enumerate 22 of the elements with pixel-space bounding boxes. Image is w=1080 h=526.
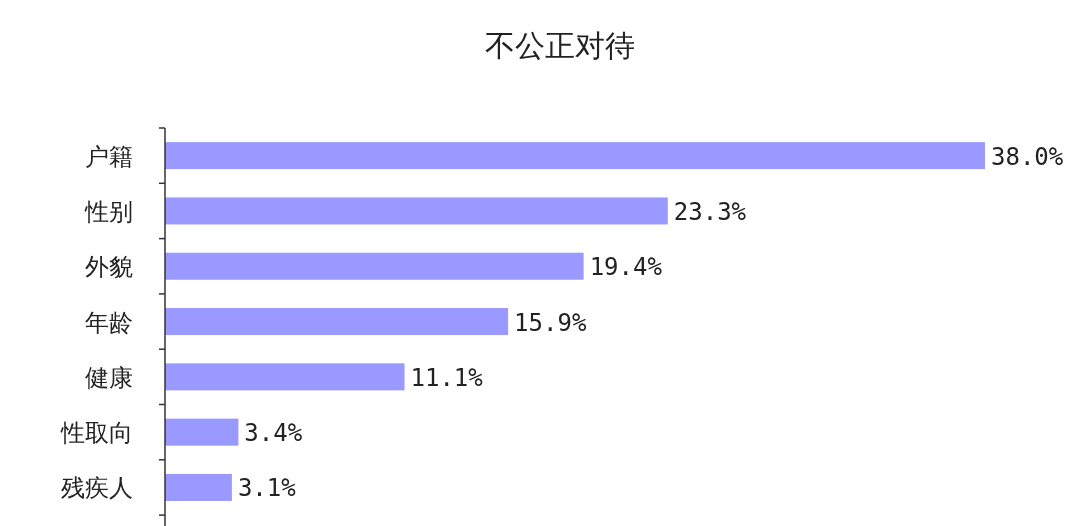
bar — [165, 308, 509, 336]
y-tick-label: 年龄 — [85, 308, 133, 337]
data-label: 11.1% — [410, 363, 484, 392]
data-label: 23.3% — [673, 197, 747, 226]
bar — [165, 473, 232, 501]
data-label: 3.4% — [244, 419, 303, 448]
data-label: 15.9% — [514, 308, 587, 337]
bar — [165, 252, 584, 280]
bar — [165, 418, 239, 446]
y-tick-label: 外貌 — [85, 253, 133, 282]
y-tick-label: 性别 — [84, 197, 133, 226]
data-label: 3.1% — [237, 474, 297, 503]
data-label: 38.0% — [991, 142, 1064, 171]
y-tick-label: 户籍 — [85, 142, 133, 171]
data-label: 19.4% — [589, 253, 663, 282]
chart-title: 不公正对待 — [485, 28, 635, 63]
y-tick-label: 性取向 — [60, 419, 133, 448]
y-tick-label: 健康 — [85, 363, 133, 392]
bar — [165, 363, 405, 391]
bar — [165, 197, 668, 225]
y-tick-label: 残疾人 — [61, 474, 133, 503]
bar — [165, 142, 985, 170]
